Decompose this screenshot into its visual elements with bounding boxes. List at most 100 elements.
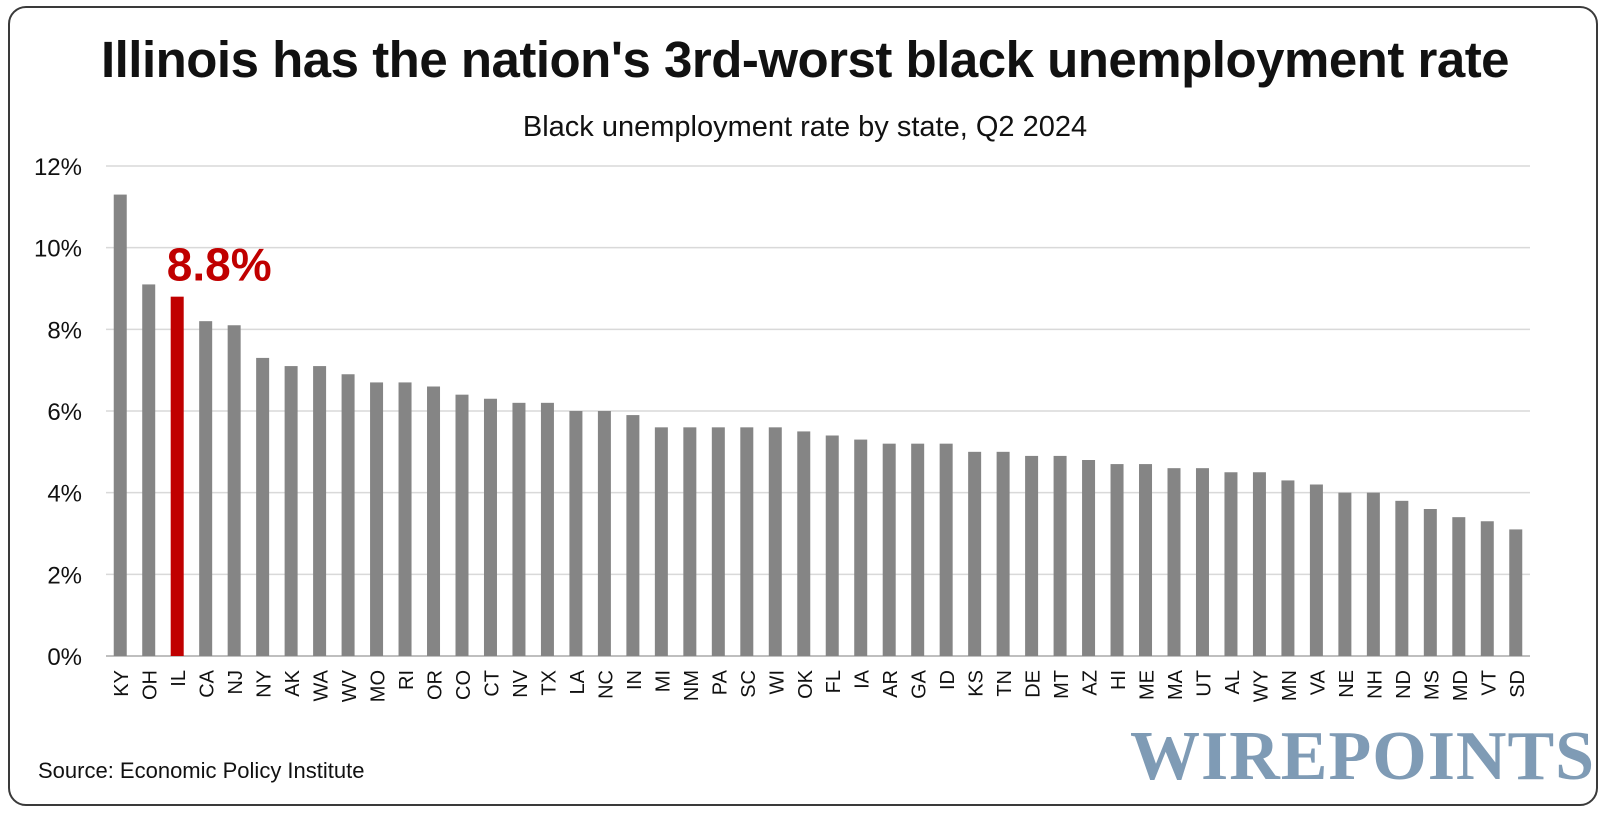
bar-mt	[1053, 455, 1067, 656]
bar-pa	[711, 427, 725, 656]
x-tick-label: NH	[1364, 670, 1386, 699]
x-tick-label: NJ	[225, 670, 247, 694]
bar-mn	[1281, 480, 1295, 656]
x-tick-label: TX	[538, 670, 560, 696]
bar-mi	[654, 427, 668, 656]
x-tick-label: WV	[339, 669, 361, 702]
bar-ks	[968, 451, 982, 656]
x-tick-label: MN	[1279, 670, 1301, 701]
bar-oh	[142, 284, 156, 656]
bar-ct	[483, 398, 497, 656]
x-tick-label: SD	[1507, 670, 1529, 698]
bar-sd	[1509, 529, 1523, 656]
x-tick-label: OH	[140, 670, 162, 700]
bar-ia	[854, 439, 868, 656]
x-tick-label: VA	[1307, 669, 1329, 695]
bar-nj	[227, 325, 241, 656]
bar-co	[455, 394, 469, 656]
x-tick-label: KY	[111, 670, 133, 697]
source-note: Source: Economic Policy Institute	[38, 758, 365, 783]
highlight-data-label: 8.8%	[167, 239, 272, 291]
x-tick-label: AL	[1222, 670, 1244, 694]
x-tick-label: WY	[1250, 670, 1272, 702]
x-tick-label: VT	[1478, 670, 1500, 696]
bar-or	[427, 386, 441, 656]
x-tick-label: LA	[567, 669, 589, 694]
bar-va	[1309, 484, 1323, 656]
y-tick-label: 8%	[47, 317, 82, 344]
bar-hi	[1110, 464, 1124, 656]
bar-nv	[512, 402, 526, 656]
bar-ak	[284, 366, 298, 656]
bar-sc	[740, 427, 754, 656]
bar-ca	[199, 321, 213, 656]
bar-ne	[1338, 492, 1352, 656]
x-tick-label: NY	[254, 670, 276, 698]
x-tick-label: NC	[595, 670, 617, 699]
x-tick-label: WI	[766, 670, 788, 694]
bar-wi	[768, 427, 782, 656]
bar-ar	[882, 443, 896, 656]
bar-tn	[996, 451, 1010, 656]
bar-az	[1082, 460, 1096, 656]
wirepoints-logo: WIREPOINTS	[1130, 718, 1596, 795]
x-tick-label: NE	[1336, 670, 1358, 698]
bar-nd	[1395, 500, 1409, 656]
bar-mo	[370, 382, 384, 656]
bar-la	[569, 411, 583, 656]
x-tick-label: WA	[311, 669, 333, 701]
y-tick-label: 6%	[47, 399, 82, 426]
x-tick-label: RI	[396, 670, 418, 690]
bar-wy	[1252, 472, 1266, 656]
bar-fl	[825, 435, 839, 656]
x-tick-label: AR	[880, 670, 902, 698]
x-tick-label: MD	[1450, 670, 1472, 701]
x-tick-label: PA	[709, 669, 731, 695]
bar-ms	[1423, 509, 1437, 656]
bar-ga	[911, 443, 925, 656]
bar-id	[939, 443, 953, 656]
bar-wa	[313, 366, 327, 656]
y-tick-label: 12%	[34, 154, 82, 181]
bar-nc	[597, 411, 611, 656]
bar-wv	[341, 374, 355, 656]
x-tick-label: HI	[1108, 670, 1130, 690]
x-tick-label: TN	[994, 670, 1016, 697]
x-tick-label: OR	[425, 670, 447, 700]
bar-vt	[1480, 521, 1494, 656]
bar-ok	[797, 431, 811, 656]
bar-in	[626, 415, 640, 656]
bar-ut	[1195, 468, 1209, 656]
x-tick-label: CA	[197, 669, 219, 697]
x-tick-label: NV	[510, 669, 532, 697]
chart-frame	[8, 6, 1598, 806]
bar-al	[1224, 472, 1238, 656]
x-tick-label: OK	[795, 669, 817, 699]
x-tick-label: GA	[909, 669, 931, 699]
bar-tx	[540, 402, 554, 656]
x-tick-label: SC	[738, 670, 760, 698]
x-tick-label: MT	[1051, 670, 1073, 699]
y-tick-label: 0%	[47, 644, 82, 671]
x-tick-label: ND	[1393, 670, 1415, 699]
x-tick-label: IN	[624, 670, 646, 690]
x-tick-label: CT	[481, 670, 503, 697]
x-tick-label: UT	[1193, 670, 1215, 697]
bar-nm	[683, 427, 697, 656]
bar-de	[1025, 455, 1039, 656]
x-tick-label: KS	[966, 670, 988, 697]
y-tick-label: 2%	[47, 562, 82, 589]
x-tick-label: DE	[1023, 670, 1045, 698]
bar-ny	[256, 357, 270, 656]
x-tick-label: IA	[852, 669, 874, 689]
x-tick-label: ME	[1137, 670, 1159, 700]
chart-title: Illinois has the nation's 3rd-worst blac…	[100, 31, 1510, 88]
y-tick-label: 10%	[34, 236, 82, 263]
x-tick-label: IL	[168, 670, 190, 687]
x-tick-label: NM	[681, 670, 703, 701]
bar-ky	[113, 194, 127, 657]
x-tick-label: MO	[368, 670, 390, 702]
x-tick-label: MA	[1165, 669, 1187, 700]
bar-md	[1452, 517, 1466, 656]
